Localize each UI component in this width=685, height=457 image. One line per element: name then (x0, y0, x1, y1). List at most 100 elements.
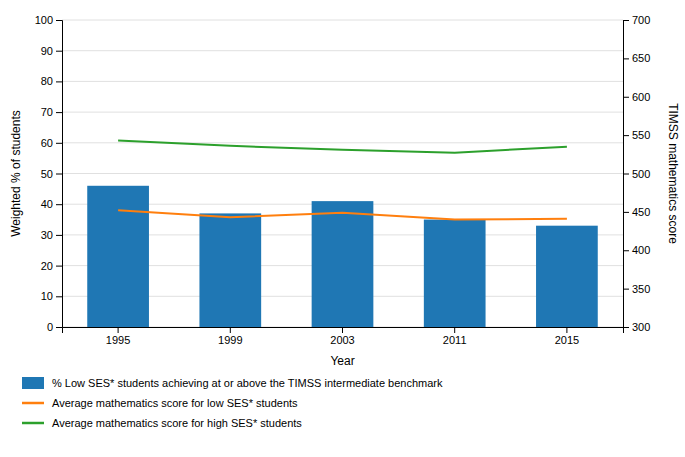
line (118, 210, 567, 219)
tick: 700 (623, 14, 650, 26)
tick-label: 20 (41, 260, 53, 272)
tick-label: 70 (41, 106, 53, 118)
tick: 400 (623, 244, 650, 256)
tick: 500 (623, 168, 650, 180)
tick-mark (56, 204, 62, 205)
tick-mark (118, 327, 119, 333)
bar (424, 220, 486, 327)
tick: 100 (35, 14, 62, 26)
tick-label: 60 (41, 137, 53, 149)
y2-axis-title: TIMSS mathematics score (666, 103, 680, 244)
tick: 2003 (330, 327, 354, 346)
chart: 1995 1999 2003 2011 2015 0 10 20 30 40 50 60 70 80 90 1… (0, 0, 685, 457)
plot: 1995 1999 2003 2011 2015 0 10 20 30 40 50 60 70 80 90 1… (9, 14, 680, 429)
tick-mark (56, 143, 62, 144)
tick-mark (56, 51, 62, 52)
tick-label: 350 (632, 283, 650, 295)
tick: 600 (623, 91, 650, 103)
tick-mark (566, 327, 567, 333)
tick-label: 1995 (106, 334, 130, 346)
legend-label: % Low SES* students achieving at or abov… (52, 377, 443, 389)
grid-line (62, 112, 623, 113)
x-axis: 1995 1999 2003 2011 2015 (63, 327, 624, 346)
tick: 650 (623, 52, 650, 64)
tick: 60 (41, 137, 62, 149)
bar (199, 213, 261, 327)
line (118, 140, 567, 152)
tick-mark (230, 327, 231, 333)
tick: 30 (41, 229, 62, 241)
y-axis: 0 10 20 30 40 50 60 70 80 90 100 (35, 14, 63, 333)
grid-line (62, 173, 623, 174)
tick-mark (56, 327, 62, 328)
tick-label: 80 (41, 75, 53, 87)
tick: 90 (41, 45, 62, 57)
grid-line (62, 50, 623, 51)
tick-label: 450 (632, 206, 650, 218)
tick-label: 90 (41, 45, 53, 57)
tick-mark (623, 289, 629, 290)
tick: 0 (47, 321, 62, 333)
legend-swatch (22, 402, 44, 405)
legend: % Low SES* students achieving at or abov… (22, 377, 443, 429)
tick: 350 (623, 283, 650, 295)
tick: 2011 (443, 327, 467, 346)
tick-label: 400 (632, 244, 650, 256)
marks (87, 140, 598, 327)
tick-label: 650 (632, 52, 650, 64)
tick-mark (623, 135, 629, 136)
tick-mark (623, 327, 629, 328)
tick-label: 1999 (218, 334, 242, 346)
tick-label: 50 (41, 168, 53, 180)
tick-mark (623, 212, 629, 213)
bar-series (87, 186, 598, 327)
tick-mark (56, 296, 62, 297)
tick-label: 700 (632, 14, 650, 26)
tick: 10 (41, 290, 62, 302)
grid-line (62, 20, 623, 21)
legend-swatch (22, 422, 44, 425)
y-axis-title: Weighted % of students (9, 110, 23, 237)
tick: 450 (623, 206, 650, 218)
tick-mark (623, 97, 629, 98)
tick-label: 600 (632, 91, 650, 103)
axis-line (624, 21, 630, 328)
legend-item: Average mathematics score for low SES* s… (22, 397, 298, 409)
tick: 1999 (218, 327, 242, 346)
tick-mark (56, 266, 62, 267)
tick-label: 2011 (443, 334, 467, 346)
legend-label: Average mathematics score for low SES* s… (52, 397, 298, 409)
tick-mark (56, 81, 62, 82)
axis-line (63, 328, 624, 334)
tick-mark (623, 250, 629, 251)
tick: 50 (41, 168, 62, 180)
tick-label: 40 (41, 198, 53, 210)
tick: 1995 (106, 327, 130, 346)
tick-mark (56, 174, 62, 175)
tick-mark (623, 174, 629, 175)
legend-item: Average mathematics score for high SES* … (22, 417, 302, 429)
x-axis-title: Year (330, 354, 354, 368)
legend-swatch (22, 377, 44, 389)
tick-label: 10 (41, 290, 53, 302)
tick-mark (342, 327, 343, 333)
axis-line (56, 21, 63, 328)
bar (312, 201, 374, 327)
legend-label: Average mathematics score for high SES* … (52, 417, 302, 429)
tick: 40 (41, 198, 62, 210)
tick-label: 30 (41, 229, 53, 241)
bar (536, 226, 598, 327)
tick: 550 (623, 129, 650, 141)
tick: 300 (623, 321, 650, 333)
tick-label: 2003 (330, 334, 354, 346)
tick: 2015 (555, 327, 579, 346)
grid-line (62, 81, 623, 82)
tick-label: 500 (632, 168, 650, 180)
tick-mark (454, 327, 455, 333)
tick: 70 (41, 106, 62, 118)
tick-label: 300 (632, 321, 650, 333)
tick-mark (623, 20, 629, 21)
tick-mark (56, 235, 62, 236)
tick-label: 100 (35, 14, 53, 26)
tick: 20 (41, 260, 62, 272)
